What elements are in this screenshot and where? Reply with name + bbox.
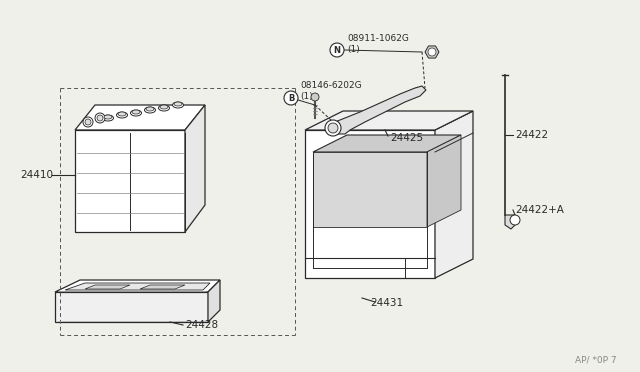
Ellipse shape [174, 102, 182, 106]
Text: 08911-1062G
(1): 08911-1062G (1) [347, 34, 409, 54]
Ellipse shape [118, 112, 126, 116]
Text: 24422+A: 24422+A [515, 205, 564, 215]
Text: N: N [333, 45, 340, 55]
Ellipse shape [132, 110, 140, 114]
Text: 24431: 24431 [370, 298, 403, 308]
Polygon shape [330, 86, 426, 134]
Ellipse shape [116, 112, 127, 118]
Circle shape [428, 48, 436, 56]
Circle shape [330, 43, 344, 57]
Polygon shape [85, 285, 130, 289]
Polygon shape [75, 130, 185, 232]
Ellipse shape [160, 105, 168, 109]
Polygon shape [140, 285, 185, 289]
Circle shape [95, 113, 105, 123]
Polygon shape [65, 283, 210, 290]
Polygon shape [75, 105, 205, 130]
Polygon shape [305, 130, 435, 278]
Circle shape [85, 119, 91, 125]
Circle shape [311, 93, 319, 101]
Text: 24422: 24422 [515, 130, 548, 140]
Polygon shape [208, 280, 220, 322]
Polygon shape [505, 215, 515, 229]
Polygon shape [425, 46, 439, 58]
Ellipse shape [146, 107, 154, 111]
Circle shape [328, 123, 338, 133]
Ellipse shape [173, 102, 184, 108]
Ellipse shape [131, 110, 141, 116]
Text: B: B [288, 93, 294, 103]
Ellipse shape [145, 107, 156, 113]
Polygon shape [55, 280, 220, 292]
Polygon shape [305, 111, 473, 130]
Text: 24428: 24428 [185, 320, 218, 330]
Circle shape [83, 117, 93, 127]
Circle shape [97, 115, 103, 121]
Polygon shape [313, 152, 427, 227]
Polygon shape [185, 105, 205, 232]
Ellipse shape [159, 105, 170, 111]
Polygon shape [55, 292, 208, 322]
Text: 24425: 24425 [390, 133, 423, 143]
Ellipse shape [104, 115, 112, 119]
Circle shape [284, 91, 298, 105]
Polygon shape [313, 135, 461, 152]
Circle shape [510, 215, 520, 225]
Ellipse shape [102, 115, 113, 121]
Text: AP/ *0P 7: AP/ *0P 7 [575, 356, 616, 365]
Polygon shape [427, 135, 461, 227]
Text: 08146-6202G
(1): 08146-6202G (1) [300, 81, 362, 101]
Circle shape [325, 120, 341, 136]
Text: 24410: 24410 [20, 170, 53, 180]
Polygon shape [435, 111, 473, 278]
